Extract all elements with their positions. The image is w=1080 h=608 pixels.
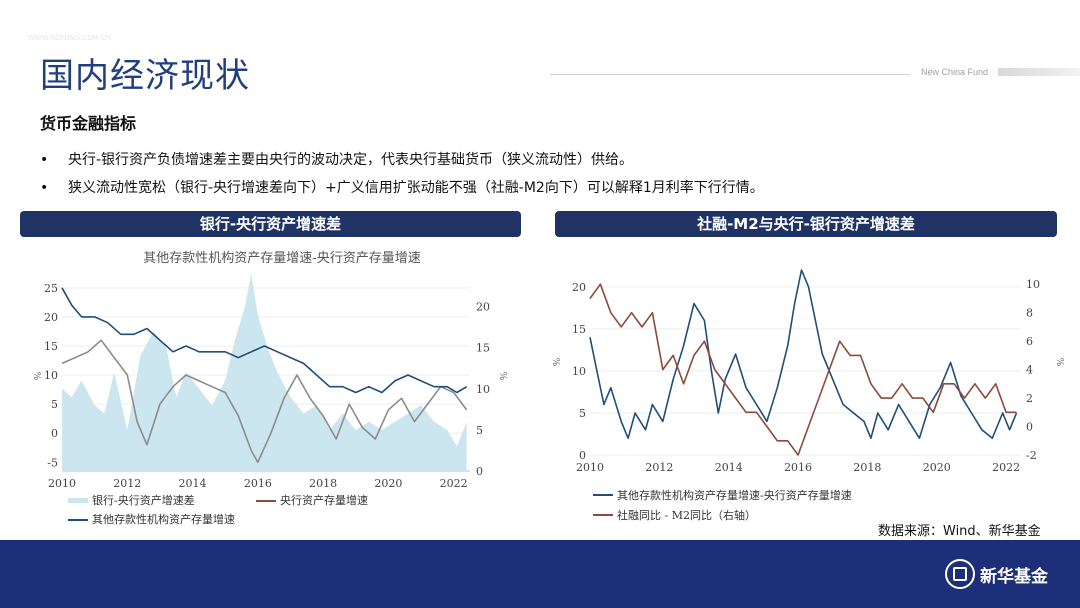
- y-tick-label: 20: [572, 281, 586, 294]
- y-tick-label: 15: [44, 340, 58, 353]
- x-tick-label: 2014: [179, 477, 207, 490]
- legend: 银行-央行资产增速差 央行资产存量增速 其他存款性机构资产存量增速: [68, 493, 368, 526]
- x-tick-label: 2020: [374, 477, 402, 490]
- y-tick-label: 25: [44, 282, 58, 295]
- y2-tick-label: 6: [1026, 335, 1033, 348]
- series-area: [62, 273, 467, 471]
- ylabel-right: %: [497, 372, 507, 381]
- y-tick-label: 10: [44, 369, 58, 382]
- y-tick-label: 10: [572, 365, 586, 378]
- x-tick-label: 2018: [309, 477, 337, 490]
- y-tick-label: -5: [47, 456, 58, 469]
- x-tick-label: 2020: [923, 461, 951, 474]
- legend-label: 央行资产存量增速: [280, 493, 368, 507]
- bullet-text: 央行-银行资产负债增速差主要由央行的波动决定，代表央行基础货币（狭义流动性）供给…: [68, 152, 634, 168]
- footer: [0, 540, 1080, 608]
- page-title: 国内经济现状: [40, 56, 250, 96]
- ylabel-left: %: [31, 372, 41, 381]
- y2-tick-label: 2: [1026, 392, 1033, 405]
- series-line: [589, 283, 1017, 456]
- chart-header-right: 社融-M2与央行-银行资产增速差: [555, 211, 1057, 237]
- y-tick-label: 5: [51, 398, 58, 411]
- y2-tick-label: 10: [476, 383, 490, 396]
- series-line: [61, 287, 468, 394]
- x-tick-label: 2012: [645, 461, 673, 474]
- bullet-item: • 央行-银行资产负债增速差主要由央行的波动决定，代表央行基础货币（狭义流动性）供…: [40, 146, 764, 174]
- y-tick-label: 20: [44, 311, 58, 324]
- bullet-item: • 狭义流动性宽松（银行-央行增速差向下）+广义信用扩张动能不强（社融-M2向下）…: [40, 174, 764, 202]
- series-line: [589, 269, 1018, 439]
- x-tick-label: 2016: [244, 477, 272, 490]
- footer-brand: 新华基金 New China Fund: [28, 21, 153, 32]
- legend-label: 其他存款性机构资产存量增速: [92, 512, 235, 526]
- y-tick-label: 15: [572, 323, 586, 336]
- logo-icon-inner: [953, 567, 967, 581]
- title-divider: [550, 74, 910, 75]
- y-tick-label: 0: [579, 449, 586, 462]
- ylabel-right: %: [1054, 358, 1064, 367]
- legend-label: 银行-央行资产增速差: [92, 493, 195, 507]
- footer-logo-text: 新华基金: [980, 567, 1048, 587]
- y-tick-label: 0: [51, 427, 58, 440]
- bullet-list: • 央行-银行资产负债增速差主要由央行的波动决定，代表央行基础货币（狭义流动性）供…: [40, 146, 764, 202]
- chart-right: % % 0 5 10 15 20 -2 0 2 4 6 8 10 2010 2012 2014 2016 201…: [550, 269, 1064, 522]
- y2-tick-label: -2: [1026, 449, 1037, 462]
- chart-title: 其他存款性机构资产存量增速-央行资产存量增速: [143, 251, 420, 266]
- x-tick-label: 2010: [576, 461, 604, 474]
- y2-tick-label: 5: [476, 424, 483, 437]
- bullet-text: 狭义流动性宽松（银行-央行增速差向下）+广义信用扩张动能不强（社融-M2向下）可…: [68, 180, 764, 196]
- x-tick-label: 2022: [440, 477, 468, 490]
- data-source: 数据来源：Wind、新华基金: [878, 524, 1041, 539]
- decorative-bar: [998, 68, 1080, 76]
- x-tick-label: 2010: [48, 477, 76, 490]
- logo-icon: [945, 559, 975, 589]
- x-tick-label: 2012: [113, 477, 141, 490]
- bullet-mark: •: [40, 180, 49, 196]
- series-line: [61, 339, 468, 464]
- footer-divider: [28, 50, 44, 52]
- legend-label: 其他存款性机构资产存量增速-央行资产存量增速: [617, 488, 852, 502]
- brand-tag: New China Fund: [921, 67, 989, 77]
- x-tick-label: 2022: [992, 461, 1020, 474]
- chart-left: 其他存款性机构资产存量增速-央行资产存量增速 % % -5 0 5 10 15 20 25 0…: [31, 251, 507, 526]
- chart-header-left: 银行-央行资产增速差: [20, 211, 521, 237]
- ylabel-left: %: [550, 358, 560, 367]
- y2-tick-label: 8: [1026, 307, 1033, 320]
- legend: 其他存款性机构资产存量增速-央行资产存量增速 社融同比 - M2同比（右轴）: [593, 488, 852, 522]
- y2-tick-label: 20: [476, 301, 490, 314]
- x-tick-label: 2014: [715, 461, 743, 474]
- section-heading: 货币金融指标: [40, 114, 137, 133]
- y2-tick-label: 4: [1026, 364, 1033, 377]
- y2-tick-label: 15: [476, 342, 490, 355]
- y2-tick-label: 0: [1026, 421, 1033, 434]
- legend-swatch: [68, 498, 88, 503]
- bullet-mark: •: [40, 152, 49, 168]
- footer-url[interactable]: WWW.NCFUND.COM.CN: [28, 34, 112, 42]
- x-tick-label: 2016: [784, 461, 812, 474]
- y-tick-label: 5: [579, 407, 586, 420]
- y2-tick-label: 0: [476, 465, 483, 478]
- y2-tick-label: 10: [1026, 278, 1040, 291]
- x-tick-label: 2018: [853, 461, 881, 474]
- legend-label: 社融同比 - M2同比（右轴）: [617, 508, 756, 522]
